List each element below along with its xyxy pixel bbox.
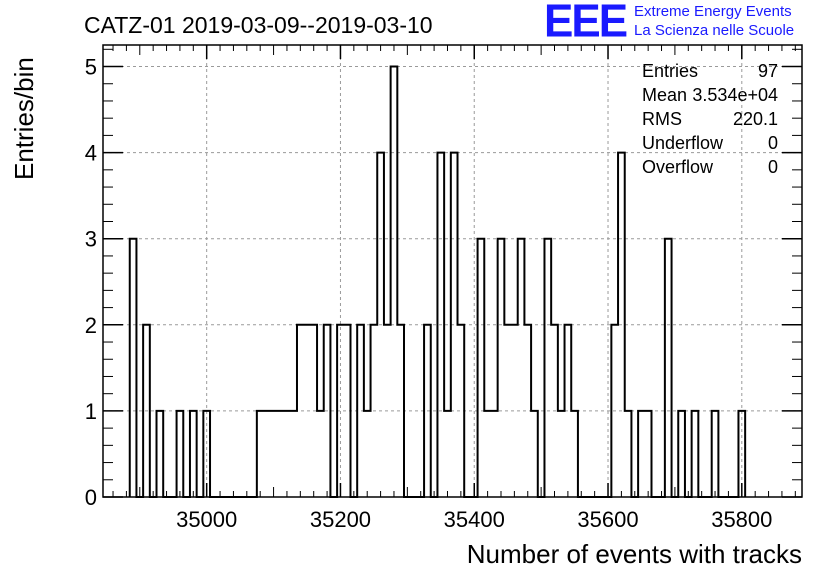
y-tick-label: 1 bbox=[85, 399, 97, 424]
x-tick-label: 35400 bbox=[444, 507, 505, 532]
histogram-line bbox=[128, 65, 747, 498]
stats-label: RMS bbox=[642, 109, 682, 129]
y-tick-label: 3 bbox=[85, 227, 97, 252]
stats-label: Underflow bbox=[642, 133, 724, 153]
x-tick-label: 35800 bbox=[711, 507, 772, 532]
stats-label: Entries bbox=[642, 61, 698, 81]
eee-logo-mark: EEE bbox=[544, 0, 628, 48]
chart-title: CATZ-01 2019-03-09--2019-03-10 bbox=[84, 12, 433, 38]
y-tick-label: 4 bbox=[85, 141, 97, 166]
stats-value: 0 bbox=[768, 157, 778, 177]
logo-line-2: La Scienza nelle Scuole bbox=[634, 22, 795, 39]
stats-value: 220.1 bbox=[733, 109, 778, 129]
y-tick-label: 0 bbox=[85, 485, 97, 510]
y-axis-label: Entries/bin bbox=[9, 57, 39, 180]
x-tick-label: 35000 bbox=[176, 507, 237, 532]
eee-logo-text: Extreme Energy Events La Scienza nelle S… bbox=[634, 2, 794, 40]
stats-value: 3.534e+04 bbox=[692, 85, 778, 105]
logo-line-1: Extreme Energy Events bbox=[634, 3, 792, 20]
stats-label: Mean bbox=[642, 85, 687, 105]
stats-value: 0 bbox=[768, 133, 778, 153]
stats-value: 97 bbox=[758, 61, 778, 81]
grid-lines bbox=[103, 45, 802, 497]
y-tick-label: 5 bbox=[85, 55, 97, 80]
x-axis-label: Number of events with tracks bbox=[467, 539, 802, 569]
plot-frame bbox=[102, 44, 803, 498]
y-tick-label: 2 bbox=[85, 313, 97, 338]
x-tick-label: 35200 bbox=[310, 507, 371, 532]
x-tick-label: 35600 bbox=[577, 507, 638, 532]
stats-label: Overflow bbox=[642, 157, 714, 177]
stats-box: Entries 97 Mean 3.534e+04 RMS 220.1 Underflow 0… bbox=[642, 61, 778, 177]
eee-logo: EEE Extreme Energy Events La Scienza nel… bbox=[544, 0, 794, 48]
axis-ticks: 35000 35200 35400 35600 35800 0 1 2 3 4 5 bbox=[85, 45, 802, 532]
